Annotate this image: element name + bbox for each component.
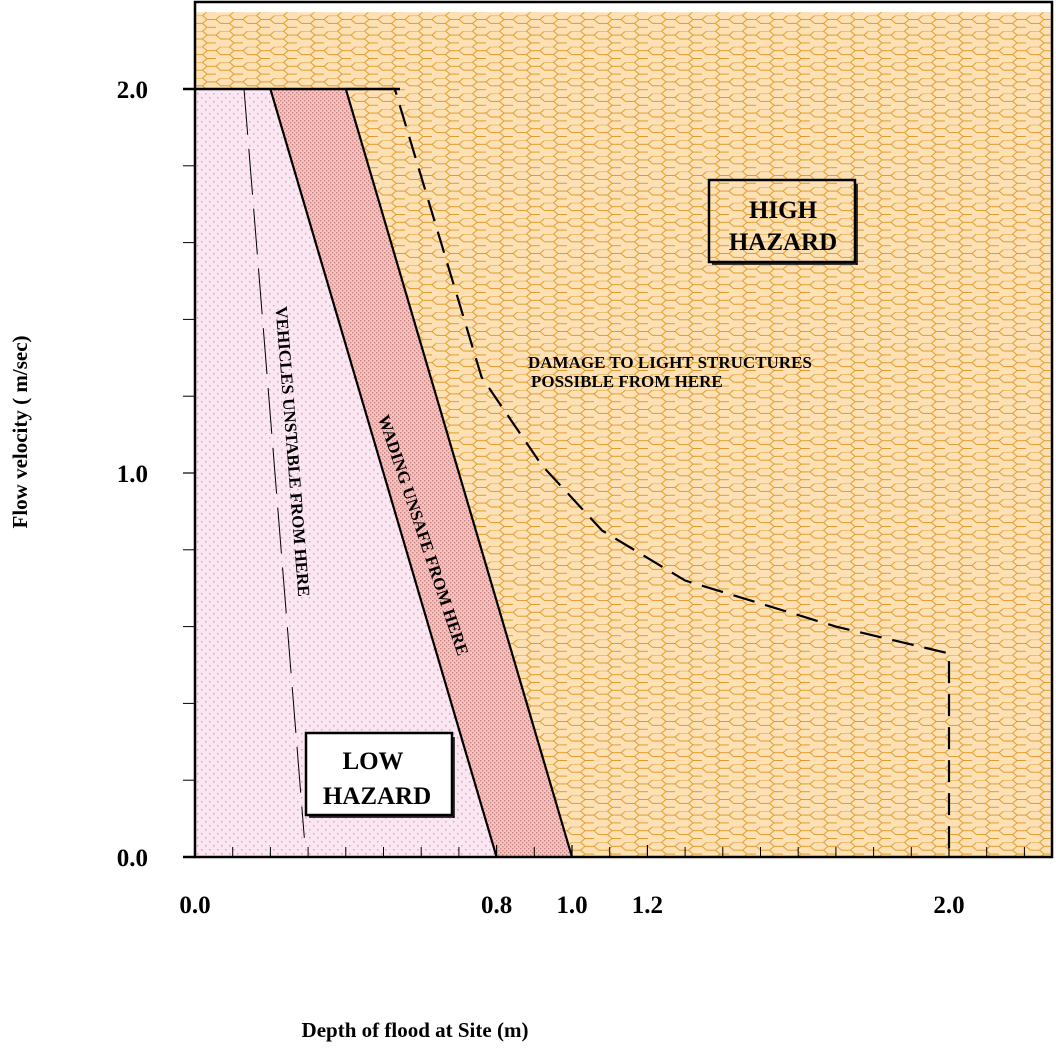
low-hazard-label-line1: LOW <box>342 748 403 775</box>
high-hazard-zone-texture <box>195 12 1051 857</box>
high-hazard-box <box>707 178 857 264</box>
damage-label-line1: DAMAGE TO LIGHT STRUCTURES <box>528 353 812 372</box>
high-hazard-label-line2: HAZARD <box>729 229 837 256</box>
wading-unsafe-line <box>269 88 498 857</box>
y-tick-label: 1.0 <box>117 461 148 488</box>
plot-frame <box>193 0 1054 859</box>
hazard-regions <box>195 12 1051 857</box>
x-tick-label: 0.0 <box>179 892 210 919</box>
y-axis-title: Flow velocity ( m/sec) <box>8 335 32 528</box>
axis-ticks <box>183 165 1025 859</box>
x-tick-label: 2.0 <box>933 892 964 919</box>
x-tick-label: 0.8 <box>481 892 512 919</box>
high-hazard-line <box>344 88 574 857</box>
y-tick-label: 0.0 <box>117 845 148 872</box>
damage-label-line2: POSSIBLE FROM HERE <box>531 372 723 391</box>
light-structures-line <box>345 87 951 857</box>
x-tick-label: 1.2 <box>632 892 663 919</box>
high-hazard-label-line1: HIGH <box>749 197 818 224</box>
x-tick-label: 1.0 <box>556 892 587 919</box>
axis-tick-labels: 0.0 0.8 1.0 1.2 2.0 0.0 1.0 2.0 <box>117 77 965 919</box>
x-axis-title: Depth of flood at Site (m) <box>302 1018 529 1042</box>
low-hazard-box <box>304 731 454 817</box>
hazard-boundaries <box>243 87 951 857</box>
low-hazard-zone-texture <box>195 89 497 857</box>
y-tick-label: 2.0 <box>117 77 148 104</box>
low-hazard-label-line2: HAZARD <box>323 783 431 810</box>
vehicles-unstable-line <box>243 88 305 838</box>
wading-band-texture <box>270 89 572 857</box>
